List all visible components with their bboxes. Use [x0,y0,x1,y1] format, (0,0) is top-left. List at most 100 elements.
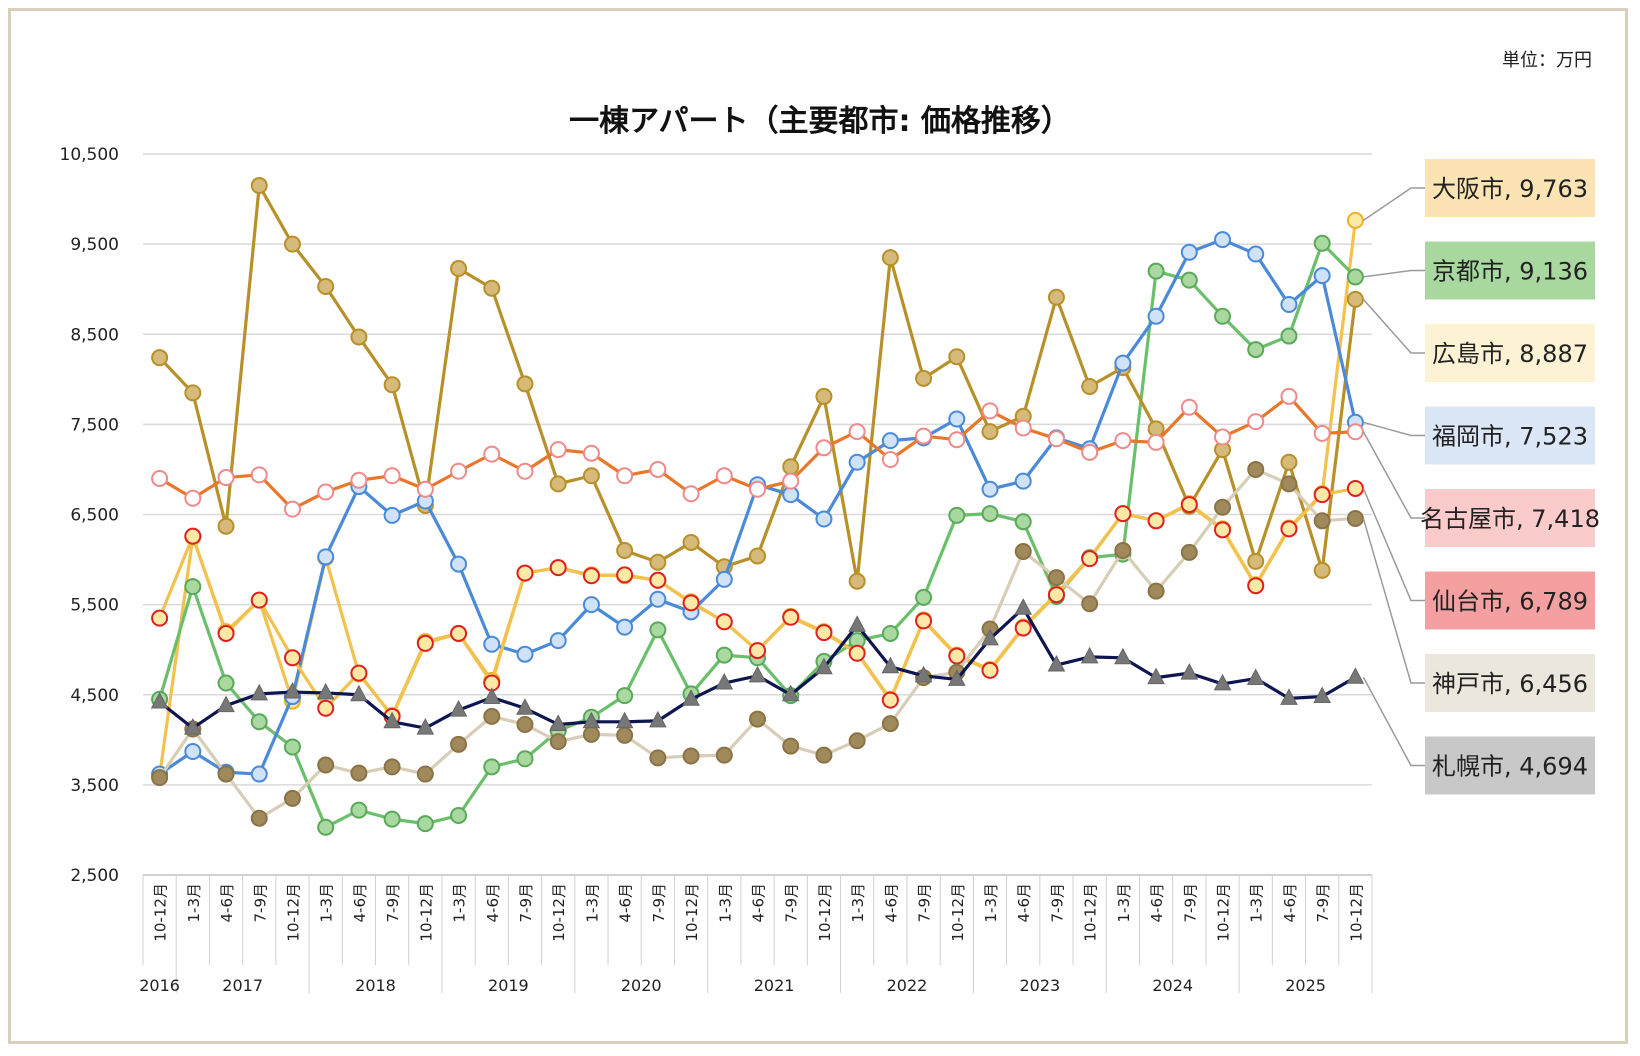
year-label: 2021 [754,976,795,995]
data-point [1313,561,1331,579]
data-point [749,710,766,728]
data-point [582,567,600,585]
data-point [250,591,268,609]
data-point [483,279,501,297]
x-tick-label: 1-3月 [318,883,336,923]
data-point [715,467,733,485]
data-point [1313,424,1331,442]
data-point [1114,432,1132,450]
x-tick-label: 4-6月 [218,883,236,923]
data-point [383,711,401,729]
data-point [1180,663,1199,680]
x-tick-label: 7-9月 [650,883,668,923]
data-point [283,789,301,807]
x-tick-label: 10-12月 [683,883,701,942]
data-point [516,645,534,663]
x-tick-label: 4-6月 [1281,883,1299,923]
data-point [1147,512,1165,530]
series-label-box [1425,159,1595,217]
data-point [549,632,567,650]
series-end-label: 札幌市, 4,694 [1432,753,1588,781]
data-point [948,348,966,366]
data-point [915,612,933,630]
label-leader-line [1362,676,1425,767]
data-point [815,439,833,457]
data-point [649,553,667,571]
year-label: 2024 [1152,976,1193,995]
data-point [715,613,733,631]
x-tick-label: 10-12月 [949,883,967,942]
data-point [749,547,766,565]
x-axis: 10-12月 1-3月 4-6月 7-9月 10-12月 1-3月 4-6月 7-9月 10-1… [139,874,1373,995]
data-point [317,483,335,501]
data-point [416,815,434,833]
x-tick-label: 1-3月 [583,883,601,923]
data-point [815,746,833,764]
data-point [1114,354,1132,372]
data-point [350,664,368,682]
data-point [682,594,700,612]
data-point [782,472,800,490]
y-tick-label: 8,500 [70,325,119,345]
y-tick-label: 6,500 [70,506,119,526]
data-point [749,642,766,660]
data-point [350,764,368,782]
data-point [151,469,169,487]
data-point [1047,586,1065,604]
data-point [549,733,567,751]
data-point [1014,513,1032,531]
data-point [516,462,534,480]
data-point [250,765,268,783]
y-tick-label: 5,500 [70,596,119,616]
data-point [815,510,833,528]
data-point [217,674,235,692]
data-point [483,635,501,653]
data-point [1280,453,1298,471]
data-point [350,328,368,346]
data-point [516,715,534,733]
x-tick-label: 7-9月 [1048,883,1066,923]
data-point [1280,327,1298,345]
series-end-label: 大阪市, 9,763 [1432,175,1588,203]
data-point [1047,654,1066,672]
data-point [283,649,301,667]
data-point [1214,307,1232,325]
data-point [616,618,634,636]
data-point [416,765,434,783]
data-point [383,810,401,828]
data-point [549,475,567,493]
data-point [1280,296,1298,314]
data-point [383,376,401,394]
data-point [649,590,667,608]
data-point [682,485,700,503]
data-point [781,684,800,702]
data-point [649,710,667,728]
data-point [350,684,368,702]
data-point [151,349,169,367]
data-point [1247,460,1265,478]
data-point [184,384,202,402]
data-point [1214,498,1232,516]
data-point [184,743,202,761]
data-point [1147,262,1165,280]
x-tick-label: 10-12月 [816,883,834,942]
x-tick-label: 7-9月 [251,883,269,923]
data-point [815,387,833,405]
data-point [749,480,766,498]
data-point [782,458,800,476]
data-point [1346,423,1364,441]
x-tick-label: 4-6月 [1015,883,1033,923]
data-point [848,615,866,632]
data-point [1081,378,1099,396]
data-point [450,624,468,642]
data-point [1180,271,1198,289]
data-point [715,746,733,764]
data-point [250,809,268,827]
data-point [881,691,899,709]
x-tick-label: 10-12月 [1082,883,1100,942]
series-end-label: 広島市, 8,887 [1432,340,1588,368]
data-point [317,699,335,717]
label-leader-line [1362,518,1425,684]
series-label-box [1425,406,1595,465]
data-point [416,480,434,498]
